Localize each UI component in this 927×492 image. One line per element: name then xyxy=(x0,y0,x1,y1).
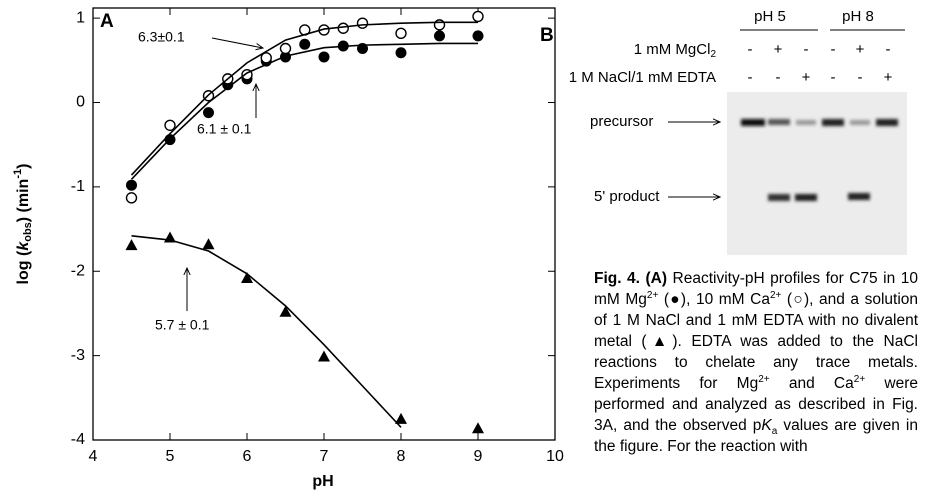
gel-band xyxy=(850,120,870,125)
y-label-part: obs xyxy=(22,222,34,242)
sign: - xyxy=(831,69,836,86)
caption-text: (A) xyxy=(645,270,667,287)
gel-band xyxy=(796,120,816,125)
group-label: pH 5 xyxy=(754,8,786,25)
point xyxy=(396,47,407,58)
gel-band xyxy=(876,119,898,126)
x-tick-label: 10 xyxy=(546,448,564,465)
point xyxy=(203,238,215,249)
group-label: pH 8 xyxy=(842,8,874,25)
y-label-part: log ( xyxy=(15,250,32,284)
point xyxy=(472,422,484,433)
x-axis-label: pH xyxy=(312,473,333,490)
point xyxy=(318,350,330,361)
row-label: 1 mM MgCl2 xyxy=(634,41,717,60)
point xyxy=(203,107,214,118)
y-tick-label: -4 xyxy=(71,431,85,448)
gel-band xyxy=(795,194,817,201)
band-label: 5' product xyxy=(594,188,660,205)
caption-text: 2+ xyxy=(647,290,658,301)
sign: + xyxy=(856,41,865,58)
fit-line xyxy=(132,43,479,179)
y-tick-label: 1 xyxy=(76,9,85,26)
sign: - xyxy=(748,69,753,86)
row-label-text: 1 mM MgCl xyxy=(634,41,711,58)
gel-band xyxy=(741,119,765,126)
x-tick-label: 8 xyxy=(397,448,406,465)
point xyxy=(299,39,310,50)
point xyxy=(126,180,137,191)
caption-text: (●), 10 mM Ca xyxy=(658,291,770,308)
x-tick-label: 9 xyxy=(474,448,483,465)
row-label: 1 M NaCl/1 mM EDTA xyxy=(569,69,716,86)
row-label-sub: 2 xyxy=(710,49,716,60)
y-label-part: ) xyxy=(15,164,32,169)
sign-grid: - + - - + - - - + - - + xyxy=(748,41,893,86)
sign: - xyxy=(858,69,863,86)
caption-text: 2+ xyxy=(758,374,769,385)
caption-text: K xyxy=(761,417,771,434)
gel-band xyxy=(822,119,844,126)
point xyxy=(434,30,445,41)
caption-text: 2+ xyxy=(770,290,781,301)
sign: - xyxy=(886,41,891,58)
caption: Fig. 4. (A) Reactivity-pH profiles for C… xyxy=(594,268,918,492)
y-tick-label: -2 xyxy=(71,262,85,279)
point xyxy=(281,44,291,54)
y-tick-label: -3 xyxy=(71,347,85,364)
x-tick-label: 4 xyxy=(89,448,98,465)
y-label-part: ) (min xyxy=(15,179,32,223)
panel-label: B xyxy=(540,25,554,46)
point xyxy=(338,23,348,33)
y-label-part: -1 xyxy=(12,169,24,179)
gel-band xyxy=(768,194,790,201)
figure: A pH log (kobs) (min-1) B pH 5 pH 8 1 mM… xyxy=(0,0,927,492)
caption-text: Fig. 4. xyxy=(594,270,645,287)
x-tick-label: 7 xyxy=(320,448,329,465)
point xyxy=(358,18,368,28)
point xyxy=(127,193,137,203)
sign: + xyxy=(774,41,783,58)
sign: - xyxy=(831,41,836,58)
sign: - xyxy=(804,41,809,58)
gel-band xyxy=(768,119,790,125)
band-label: precursor xyxy=(590,113,653,130)
plot-frame xyxy=(93,8,555,440)
gel xyxy=(727,92,907,255)
panel-label: A xyxy=(100,11,114,32)
x-tick-label: 5 xyxy=(166,448,175,465)
y-axis-label: log (kobs) (min-1) xyxy=(12,164,34,285)
annotation: 5.7 ± 0.1 xyxy=(155,317,210,333)
point xyxy=(396,28,406,38)
sign: + xyxy=(884,69,893,86)
caption-text: and Ca xyxy=(770,375,854,392)
point xyxy=(126,239,138,250)
point xyxy=(319,51,330,62)
caption-text: 2+ xyxy=(854,374,865,385)
sign: - xyxy=(748,41,753,58)
point xyxy=(165,120,175,130)
sign: + xyxy=(802,69,811,86)
annotation: 6.1 ± 0.1 xyxy=(197,121,252,137)
point xyxy=(280,306,292,317)
x-tick-label: 6 xyxy=(243,448,252,465)
gel-band xyxy=(848,193,870,200)
annotation: 6.3±0.1 xyxy=(138,29,185,45)
point xyxy=(435,20,445,30)
point xyxy=(473,11,483,21)
y-tick-label: 0 xyxy=(76,94,85,111)
y-tick-label: -1 xyxy=(71,178,85,195)
annotation-arrow xyxy=(212,38,263,48)
sign: - xyxy=(776,69,781,86)
point xyxy=(473,30,484,41)
